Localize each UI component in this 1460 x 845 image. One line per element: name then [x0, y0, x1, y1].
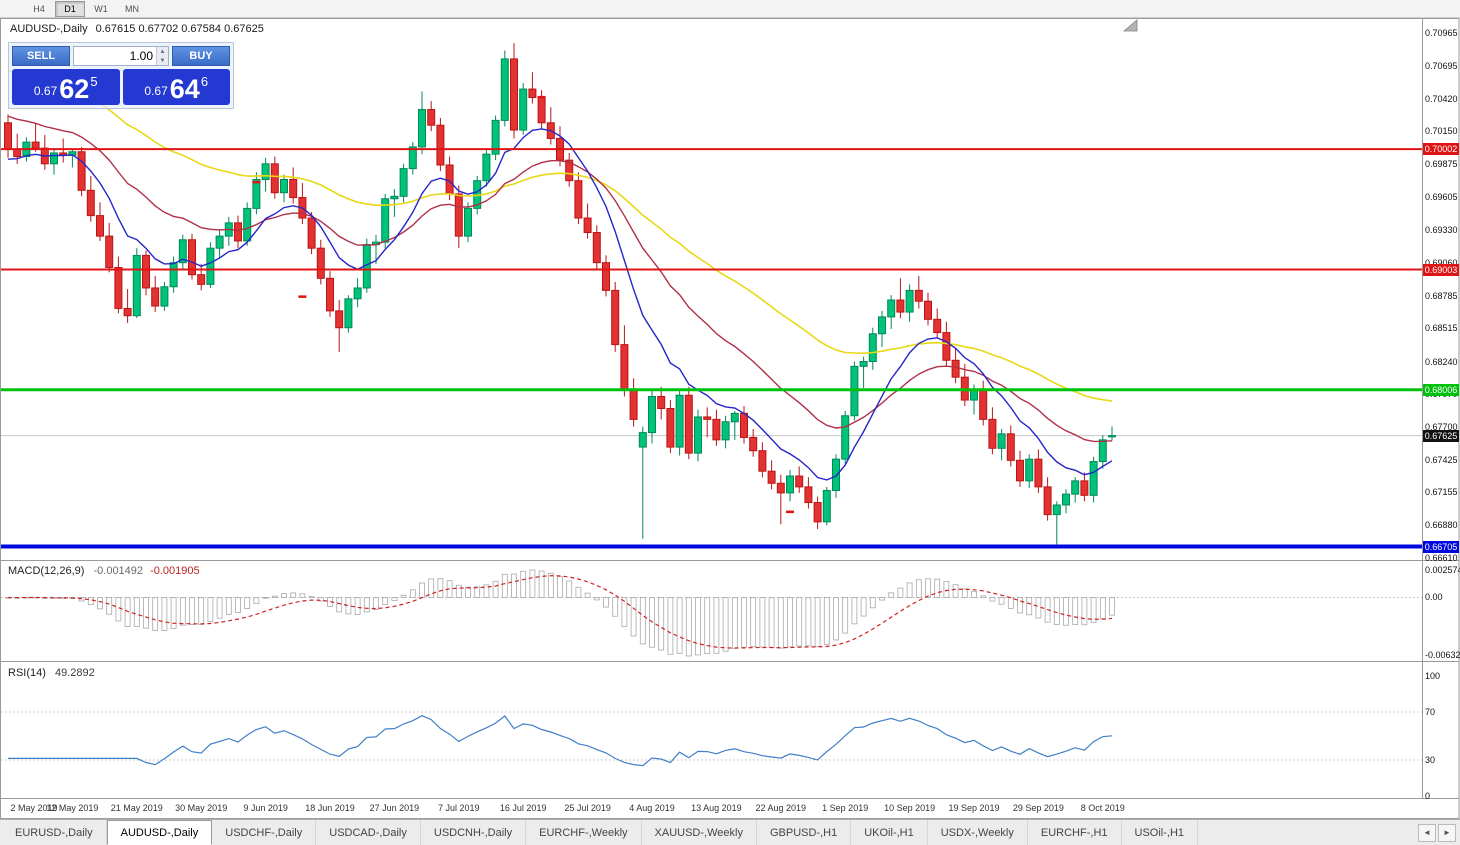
- price-line-label: 0.70002: [1423, 143, 1459, 156]
- macd-indicator-label: MACD(12,26,9) -0.001492 -0.001905: [8, 565, 200, 577]
- macd-signal-value: -0.001905: [150, 565, 200, 577]
- macd-name: MACD(12,26,9): [8, 565, 85, 577]
- date-axis-label: 18 Jun 2019: [305, 803, 355, 813]
- chart-tab-usdcnh--daily[interactable]: USDCNH-,Daily: [421, 820, 527, 845]
- date-axis-label: 25 Jul 2019: [564, 803, 611, 813]
- timeframe-button-w1[interactable]: W1: [94, 3, 108, 14]
- price-axis-tick: 0.68785: [1425, 290, 1458, 301]
- date-axis-label: 9 Jun 2019: [243, 803, 288, 813]
- price-axis-tick: 0.68240: [1425, 356, 1458, 367]
- price-line-label: 0.66705: [1423, 540, 1459, 553]
- date-axis-label: 22 Aug 2019: [755, 803, 807, 813]
- price-line-label: 0.69003: [1423, 263, 1459, 276]
- price-axis-tick: 0.70150: [1425, 126, 1458, 137]
- price-axis-tick: 0.69875: [1425, 159, 1458, 170]
- rsi-value: 49.2892: [54, 667, 95, 679]
- rsi-axis-level: 100: [1425, 671, 1441, 681]
- chart-tab-gbpusd--h1[interactable]: GBPUSD-,H1: [757, 820, 852, 845]
- date-axis-label: 1 Sep 2019: [822, 803, 869, 813]
- price-axis-tick: 0.70420: [1425, 93, 1458, 104]
- chart-title-ohlc: 0.67615 0.67702 0.67584 0.67625: [95, 23, 264, 35]
- volume-decrease-button[interactable]: ▼: [157, 56, 168, 65]
- date-axis-label: 7 Jul 2019: [438, 803, 480, 813]
- price-axis-tick: 0.70965: [1425, 28, 1458, 38]
- chart-title: AUDUSD-,Daily 0.67615 0.67702 0.67584 0.6…: [10, 23, 264, 35]
- tabs-scroll-left-button[interactable]: ◄: [1418, 823, 1436, 842]
- chart-tab-usdcad--daily[interactable]: USDCAD-,Daily: [316, 820, 421, 845]
- date-axis-label: 29 Sep 2019: [1012, 803, 1064, 813]
- timeframe-button-group: H4 D1 W1 MN: [24, 0, 147, 17]
- date-axis-label: 13 Aug 2019: [691, 803, 742, 813]
- ask-prefix: 0.67: [144, 84, 168, 98]
- chart-tab-usdchf--daily[interactable]: USDCHF-,Daily: [212, 820, 317, 845]
- chart-tab-usdx--weekly[interactable]: USDX-,Weekly: [928, 820, 1028, 845]
- bid-big-digits: 62: [59, 74, 90, 104]
- price-axis: 0.70965 0.70695 0.70420 0.70150 0.69875 0.696…: [1423, 0, 1460, 845]
- current-price-label: 0.67625: [1423, 429, 1459, 442]
- chart-tab-bar: EURUSD-,Daily AUDUSD-,Daily USDCHF-,Daily U…: [0, 819, 1460, 845]
- date-axis-label: 19 Sep 2019: [948, 803, 1000, 813]
- price-axis-tick: 0.67425: [1425, 454, 1458, 465]
- volume-spinner: ▲ ▼: [156, 47, 168, 65]
- timeframe-button-mn[interactable]: MN: [125, 3, 139, 14]
- date-axis-label: 27 Jun 2019: [369, 803, 420, 813]
- tabs-scroll-right-button[interactable]: ►: [1438, 823, 1456, 842]
- rsi-axis-level: 30: [1425, 755, 1436, 765]
- price-axis-tick: 0.70695: [1425, 60, 1458, 71]
- bid-prefix: 0.67: [33, 84, 58, 98]
- date-axis-label: 4 Aug 2019: [629, 803, 675, 813]
- date-axis-label: 10 Sep 2019: [884, 803, 936, 813]
- chart-tab-strip: EURUSD-,Daily AUDUSD-,Daily USDCHF-,Daily U…: [0, 820, 1199, 845]
- price-axis-tick: 0.66880: [1425, 520, 1458, 531]
- tab-scroll-controls: ◄ ►: [1418, 820, 1460, 845]
- chart-tab-eurusd--daily[interactable]: EURUSD-,Daily: [2, 820, 107, 845]
- sell-button[interactable]: SELL: [12, 46, 70, 66]
- date-axis-label: 30 May 2019: [175, 803, 228, 813]
- price-axis-tick: 0.67700: [1425, 421, 1458, 432]
- rsi-axis-level: 0: [1425, 791, 1431, 801]
- date-axis-label: 21 May 2019: [110, 803, 163, 813]
- chart-tab-audusd--daily[interactable]: AUDUSD-,Daily: [106, 820, 213, 845]
- timeframe-button-h4[interactable]: H4: [33, 3, 45, 14]
- timeframe-toolbar: H4 D1 W1 MN: [0, 0, 1460, 18]
- chart-title-symbol: AUDUSD-,Daily: [10, 23, 88, 35]
- buy-button[interactable]: BUY: [172, 46, 230, 66]
- date-axis-label: 8 Oct 2019: [1080, 803, 1125, 813]
- volume-field[interactable]: ▲ ▼: [73, 46, 169, 66]
- date-axis-label: 12 May 2019: [46, 803, 99, 813]
- macd-main-value: -0.001492: [93, 565, 144, 577]
- volume-increase-button[interactable]: ▲: [157, 47, 168, 56]
- date-axis-label: 2 May 2019: [10, 803, 58, 813]
- price-axis-tick: 0.68515: [1425, 323, 1458, 334]
- price-axis-tick: 0.69330: [1425, 225, 1458, 236]
- chart-tab-xauusd--weekly[interactable]: XAUUSD-,Weekly: [642, 820, 757, 845]
- price-axis-tick: 0.69060: [1425, 258, 1458, 268]
- macd-axis-min: -0.006326: [1425, 650, 1460, 660]
- price-line-label: 0.68006: [1423, 383, 1459, 396]
- chart-tab-usoil--h1[interactable]: USOil-,H1: [1122, 820, 1199, 845]
- price-axis-tick: 0.67155: [1425, 487, 1458, 498]
- timeframe-button-d1[interactable]: D1: [55, 0, 85, 17]
- price-axis-tick: 0.66610: [1425, 553, 1458, 563]
- volume-input[interactable]: [74, 47, 156, 65]
- ask-price-button[interactable]: 0.67 64 6: [122, 69, 230, 105]
- bid-sup-digit: 5: [90, 74, 98, 89]
- chart-tab-ukoil--h1[interactable]: UKOil-,H1: [851, 820, 928, 845]
- rsi-axis-level: 70: [1425, 707, 1436, 717]
- date-axis-label: 16 Jul 2019: [499, 803, 547, 813]
- ask-big-digits: 64: [169, 74, 200, 104]
- macd-axis-zero: 0.00: [1425, 592, 1443, 603]
- rsi-indicator-label: RSI(14) 49.2892: [8, 667, 95, 679]
- ask-sup-digit: 6: [200, 74, 209, 89]
- rsi-name: RSI(14): [8, 667, 46, 679]
- price-axis-tick: 0.69605: [1425, 191, 1458, 202]
- chart-tab-eurchf--weekly[interactable]: EURCHF-,Weekly: [526, 820, 642, 845]
- bid-price-button[interactable]: 0.67 62 5: [12, 69, 120, 105]
- macd-axis-max: 0.002574: [1425, 565, 1460, 575]
- date-axis: 2 May 2019 12 May 2019 21 May 2019 30 May 2…: [0, 799, 1422, 818]
- chart-tab-eurchf--h1[interactable]: EURCHF-,H1: [1028, 820, 1122, 845]
